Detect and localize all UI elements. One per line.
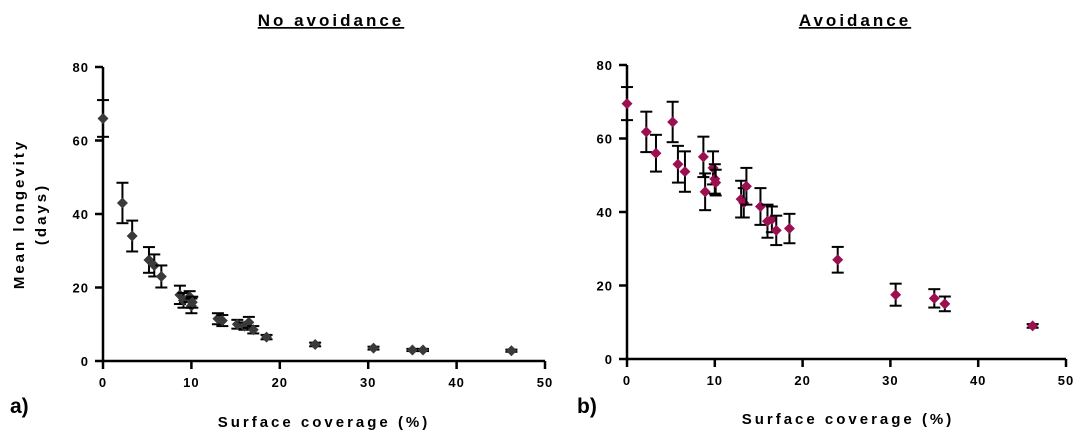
panel-b-data-point [770,224,782,236]
panel-a-ylabel-line1: Mean longevity [11,139,28,289]
panel-b-data-point [640,126,652,138]
panel-b-data-point [667,116,679,128]
panel-b-data-point [697,151,709,163]
panel-a-data-point [186,296,198,308]
panel-a-xtick-label: 10 [183,375,199,390]
panel-b-data-point [928,292,940,304]
panel-b-xtick-label: 10 [707,373,723,388]
panel-a-ylabel-line2: (days) [33,183,50,245]
panel-b-ytick-label: 40 [597,205,613,220]
panel-a-plot-area: 0 20 40 60 80 0 10 20 30 40 50 [73,60,553,390]
panel-b-data-point [1027,320,1039,332]
panel-b-xtick-label: 0 [623,373,631,388]
panel-a-ytick-label: 0 [81,354,89,369]
panel-b-data-point [621,98,633,110]
panel-b-xtick-label: 20 [794,373,810,388]
panel-a-xlabel: Surface coverage (%) [218,414,431,431]
panel-a-data-point [126,230,138,242]
panel-a-data-point [116,197,128,209]
panel-a-xtick-label: 0 [99,375,107,390]
panel-b: Avoidance Surface coverage (%) b) 0 20 40 6… [577,11,1074,428]
panel-a-data-point [417,344,429,356]
panel-b-title: Avoidance [799,11,911,30]
panel-b-ytick-label: 0 [605,352,613,367]
panel-a-ytick-label: 20 [73,281,89,296]
panel-b-data-point [650,147,662,159]
panel-b-data-point [832,254,844,266]
panel-b-data-point [783,223,795,235]
panel-a-data-point [368,342,380,354]
panel-a-xtick-label: 20 [272,375,288,390]
panel-b-ytick-label: 20 [597,279,613,294]
panel-a-data-point [309,338,321,350]
panel-b-data-point [754,200,766,212]
panel-a-ytick-label: 80 [73,60,89,75]
panel-a-ytick-label: 40 [73,207,89,222]
panel-b-data-point [890,289,902,301]
panel-b-data-point [699,186,711,198]
panel-b-data-point [672,158,684,170]
panel-a-ytick-label: 60 [73,134,89,149]
panel-a-title: No avoidance [258,11,405,30]
panel-b-data-point [710,177,722,189]
panel-a-data-point [155,270,167,282]
panel-a-data-point [148,259,160,271]
panel-a-data-point [216,315,228,327]
panel-a-label: a) [10,395,29,418]
panel-a-xtick-label: 40 [448,375,464,390]
panel-b-xtick-label: 30 [882,373,898,388]
panel-a: No avoidance Mean longevity (days) Surfa… [10,11,553,431]
panel-a-data-point [247,324,259,336]
panel-a-xtick-label: 50 [537,375,553,390]
panel-b-xtick-label: 40 [970,373,986,388]
panel-b-ytick-label: 60 [597,132,613,147]
panel-b-data-point [939,298,951,310]
panel-b-label: b) [577,395,597,418]
panel-b-data-point [679,166,691,178]
panel-b-xtick-label: 50 [1058,373,1074,388]
panel-a-data-point [97,112,109,124]
panel-a-data-point [406,344,418,356]
panel-b-ytick-label: 80 [597,58,613,73]
panel-a-xtick-label: 30 [360,375,376,390]
panel-a-data-point [261,331,273,343]
panel-a-data-point [505,345,517,357]
panel-b-xlabel: Surface coverage (%) [742,411,955,428]
panel-b-plot-area: 0 20 40 60 80 0 10 20 30 40 50 [597,58,1074,388]
panel-b-data-point [740,180,752,192]
